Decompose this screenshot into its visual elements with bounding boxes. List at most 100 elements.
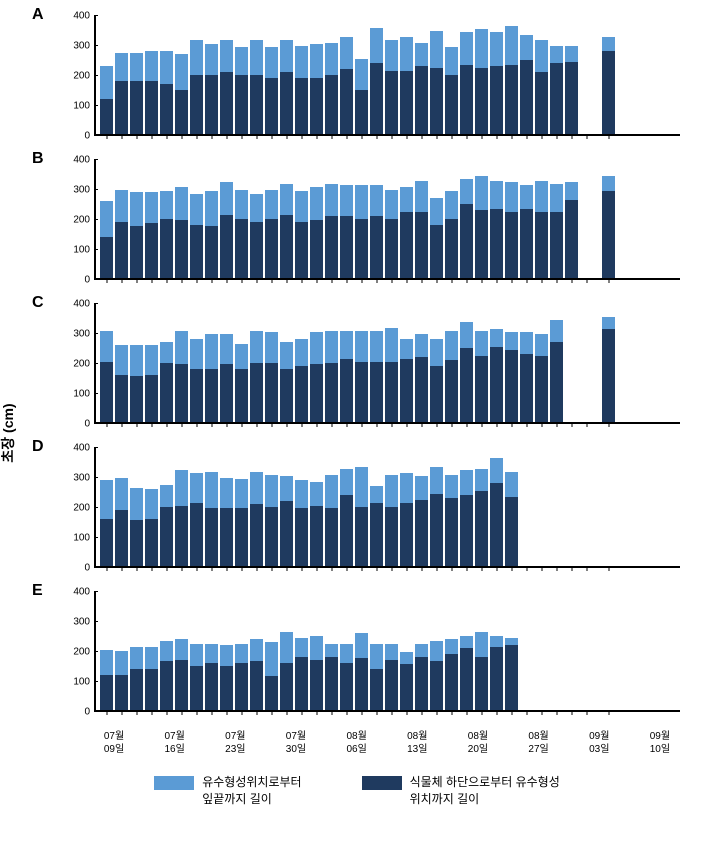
bar <box>460 16 473 134</box>
bar <box>535 304 548 422</box>
bar-segment-upper <box>145 51 158 81</box>
bar-segment-upper <box>340 185 353 216</box>
bar-segment-lower <box>415 357 428 422</box>
bar <box>565 304 578 422</box>
y-tick-label: 100 <box>73 677 90 688</box>
bar-segment-lower <box>145 81 158 134</box>
bar <box>490 592 503 710</box>
bar <box>280 16 293 134</box>
bar-segment-upper <box>130 192 143 226</box>
bar-segment-upper <box>115 478 128 510</box>
bar-segment-upper <box>280 184 293 215</box>
bar-segment-upper <box>445 331 458 361</box>
bar <box>115 448 128 566</box>
bar <box>505 304 518 422</box>
bar-segment-upper <box>325 331 338 363</box>
bar-segment-lower <box>100 362 113 422</box>
bar-segment-lower <box>280 215 293 278</box>
bar <box>175 160 188 278</box>
bar <box>565 16 578 134</box>
bar-segment-upper <box>265 47 278 78</box>
y-tick-label: 100 <box>73 389 90 400</box>
bar <box>520 592 533 710</box>
panel-D: D0100200300400 <box>60 442 680 582</box>
bar <box>505 448 518 566</box>
bar-segment-upper <box>280 632 293 663</box>
y-tick-label: 200 <box>73 71 90 82</box>
bar-segment-upper <box>160 342 173 363</box>
bar-segment-upper <box>235 644 248 663</box>
bar-segment-upper <box>460 470 473 495</box>
panel-E: E0100200300400 <box>60 586 680 726</box>
bar-segment-lower <box>445 498 458 566</box>
y-tick-label: 0 <box>84 419 90 430</box>
bar <box>355 304 368 422</box>
bar-segment-upper <box>175 187 188 221</box>
axes <box>94 16 680 136</box>
bar <box>400 304 413 422</box>
bar-segment-lower <box>475 491 488 566</box>
bar-segment-lower <box>415 500 428 566</box>
bar-segment-lower <box>355 219 368 278</box>
bar-segment-upper <box>430 467 443 494</box>
bar <box>205 592 218 710</box>
bar-segment-lower <box>220 364 233 422</box>
bar-segment-upper <box>130 53 143 81</box>
axes <box>94 304 680 424</box>
bar <box>235 16 248 134</box>
bar <box>580 448 593 566</box>
bar <box>145 160 158 278</box>
bar <box>355 16 368 134</box>
y-ticks: 0100200300400 <box>60 448 94 568</box>
bar <box>220 16 233 134</box>
bar-segment-lower <box>205 369 218 422</box>
bar-segment-upper <box>250 472 263 504</box>
bar <box>445 16 458 134</box>
bar-segment-lower <box>490 66 503 134</box>
bar-segment-upper <box>115 190 128 222</box>
bar-segment-lower <box>460 65 473 134</box>
bar-segment-lower <box>505 497 518 566</box>
y-tick-label: 100 <box>73 101 90 112</box>
bar-segment-upper <box>205 472 218 509</box>
x-tick-label: 08월27일 <box>519 730 559 756</box>
bar <box>220 448 233 566</box>
bar-segment-lower <box>310 660 323 710</box>
bar <box>445 160 458 278</box>
bar-segment-lower <box>475 657 488 710</box>
bar-segment-lower <box>280 501 293 566</box>
bar-segment-lower <box>130 669 143 710</box>
bar-segment-upper <box>355 633 368 658</box>
bar <box>565 592 578 710</box>
bar-segment-upper <box>355 467 368 507</box>
bar <box>175 16 188 134</box>
bar-segment-upper <box>310 187 323 221</box>
bar-segment-lower <box>445 654 458 710</box>
bar <box>460 304 473 422</box>
bar <box>385 448 398 566</box>
x-tick-label: 09월03일 <box>579 730 619 756</box>
bar-segment-lower <box>602 51 615 134</box>
bar-segment-upper <box>565 182 578 200</box>
bar-segment-lower <box>550 342 563 422</box>
bar-segment-upper <box>250 331 263 363</box>
bar-segment-lower <box>340 216 353 278</box>
bar-segment-upper <box>160 51 173 83</box>
bar <box>580 592 593 710</box>
bar-segment-upper <box>460 322 473 349</box>
bar <box>565 160 578 278</box>
bar-segment-lower <box>325 508 338 566</box>
bar <box>580 304 593 422</box>
y-tick-label: 200 <box>73 647 90 658</box>
bar-segment-upper <box>145 192 158 223</box>
bar-segment-upper <box>385 328 398 362</box>
x-tick-label: 09월10일 <box>640 730 680 756</box>
panel-B: B0100200300400 <box>60 154 680 294</box>
bar-segment-lower <box>475 210 488 278</box>
y-ticks: 0100200300400 <box>60 304 94 424</box>
bar-segment-upper <box>602 37 615 52</box>
bar-segment-lower <box>475 356 488 422</box>
bar <box>220 592 233 710</box>
bar-segment-lower <box>280 72 293 134</box>
bar-segment-lower <box>370 216 383 278</box>
